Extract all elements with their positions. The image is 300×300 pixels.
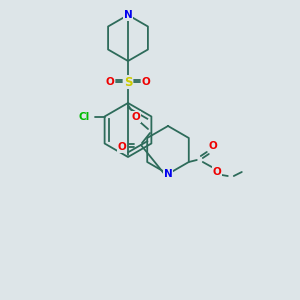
Text: O: O <box>212 167 221 177</box>
Text: Cl: Cl <box>79 112 90 122</box>
Text: O: O <box>132 112 140 122</box>
Text: S: S <box>124 76 132 88</box>
Text: O: O <box>106 77 114 87</box>
Text: O: O <box>118 142 126 152</box>
Text: N: N <box>124 10 132 20</box>
Text: N: N <box>164 169 172 179</box>
Text: O: O <box>142 77 150 87</box>
Text: O: O <box>208 141 217 151</box>
